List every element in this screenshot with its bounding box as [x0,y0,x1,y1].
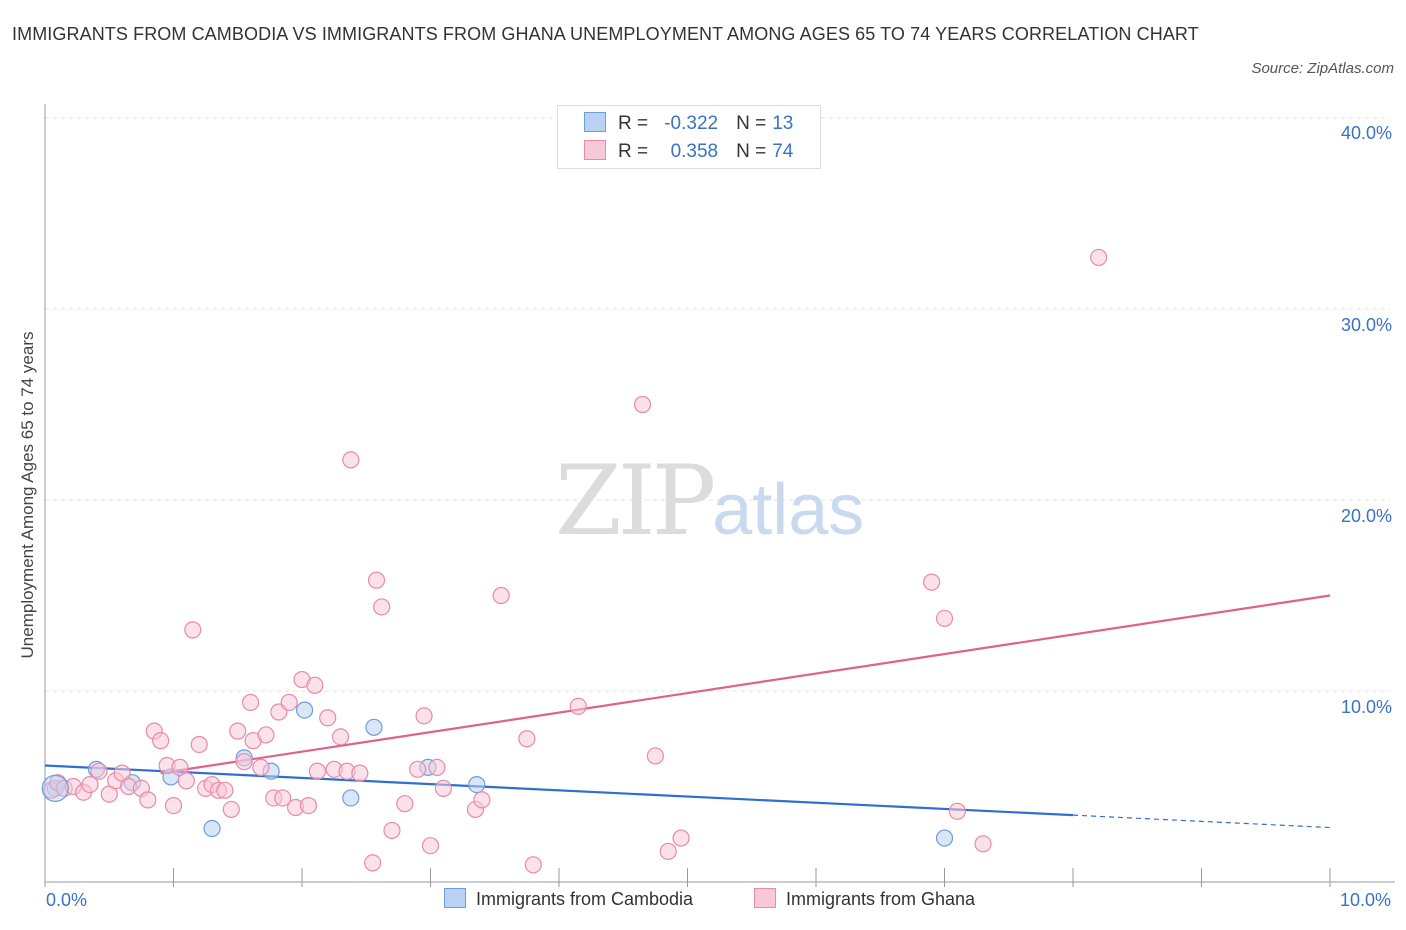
point-ghana [923,573,941,591]
watermark-zip: ZIP [555,445,716,557]
point-ghana [633,395,652,414]
point-ghana [319,709,337,727]
point-ghana [373,598,391,616]
point-cambodia [365,718,383,736]
x-tick-label-min: 0.0% [46,890,88,910]
point-cambodia [203,819,221,838]
point-ghana [434,779,452,798]
trend-line-ghana [160,594,1331,775]
point-ghana [383,821,401,840]
point-ghana [396,795,414,813]
point-ghana [409,760,427,778]
point-ghana [935,609,954,628]
trend-extension-cambodia [1072,814,1331,829]
y-axis-label: Unemployment Among Ages 65 to 74 years [18,331,37,659]
legend-r-value: -0.322 [664,113,719,134]
chart-source: Source: ZipAtlas.com [1251,60,1394,77]
point-ghana [569,697,587,715]
point-ghana [331,728,350,746]
series-name-cambodia: Immigrants from Cambodia [476,889,694,909]
axes [44,104,1395,887]
point-cambodia [295,701,314,719]
point-ghana [274,789,292,807]
point-ghana [974,835,992,853]
point-ghana [229,722,247,740]
point-ghana [280,693,298,712]
point-ghana [242,693,260,712]
point-cluster-cambodia [41,774,69,803]
point-ghana [364,854,382,872]
point-ghana [367,571,386,589]
y-tick-label: 30.0% [1340,315,1392,335]
point-ghana [299,796,318,815]
point-cambodia [935,829,954,847]
point-ghana [222,800,240,819]
watermark: ZIPatlas [555,445,864,557]
point-cambodia [468,775,486,794]
point-ghana [342,451,360,469]
y-tick-label: 40.0% [1340,123,1392,143]
point-ghana [492,586,510,605]
point-ghana [177,772,195,790]
point-ghana [306,676,324,694]
legend-r-label: R = [618,141,649,162]
point-ghana [351,764,369,782]
series-swatch-ghana [754,888,776,908]
point-cambodia [342,789,360,807]
point-ghana [518,730,536,748]
chart-title: IMMIGRANTS FROM CAMBODIA VS IMMIGRANTS F… [12,24,1199,44]
point-ghana [473,791,491,809]
point-ghana [139,791,157,809]
correlation-legend: R = -0.322 N = 13 R = 0.358 N = 74 [557,105,821,169]
legend-n-label: N = [736,113,767,134]
legend-r-value: 0.358 [670,141,719,162]
point-ghana [81,775,99,794]
series-legend-ghana: Immigrants from Ghana [754,888,975,910]
trend-lines [44,594,1331,829]
legend-row-cambodia: R = -0.322 N = 13 [584,112,793,136]
gridlines [45,117,1390,692]
point-ghana [948,802,966,820]
trend-line-cambodia [44,764,1074,817]
y-tick-label: 20.0% [1340,506,1392,526]
watermark-atlas: atlas [712,470,865,550]
point-ghana [421,837,440,855]
series-legend-cambodia: Immigrants from Cambodia [444,888,693,910]
legend-n-value: 13 [772,113,794,134]
point-ghana [1090,248,1108,267]
legend-row-ghana: R = 0.358 N = 74 [584,140,793,164]
legend-swatch-cambodia [584,112,606,132]
point-ghana [659,842,677,861]
point-ghana [252,758,270,777]
legend-r-label: R = [618,113,649,134]
point-ghana [428,758,446,777]
point-ghana [90,762,108,780]
point-ghana [216,781,234,799]
point-ghana [152,732,170,750]
x-tick-label-max: 10.0% [1340,890,1392,910]
legend-swatch-ghana [584,140,606,160]
point-ghana [190,735,208,754]
point-ghana [524,856,542,874]
data-points [41,248,1108,874]
point-ghana [184,621,202,639]
point-ghana [235,753,253,771]
point-ghana [415,707,433,725]
point-ghana [308,762,327,780]
legend-n-value: 74 [772,141,794,162]
legend-n-label: N = [736,141,767,162]
y-tick-label: 10.0% [1340,697,1392,717]
point-ghana [164,796,183,815]
point-ghana [646,747,664,765]
point-ghana [257,726,275,744]
series-name-ghana: Immigrants from Ghana [786,889,976,909]
series-swatch-cambodia [444,888,466,908]
point-ghana [672,829,690,847]
